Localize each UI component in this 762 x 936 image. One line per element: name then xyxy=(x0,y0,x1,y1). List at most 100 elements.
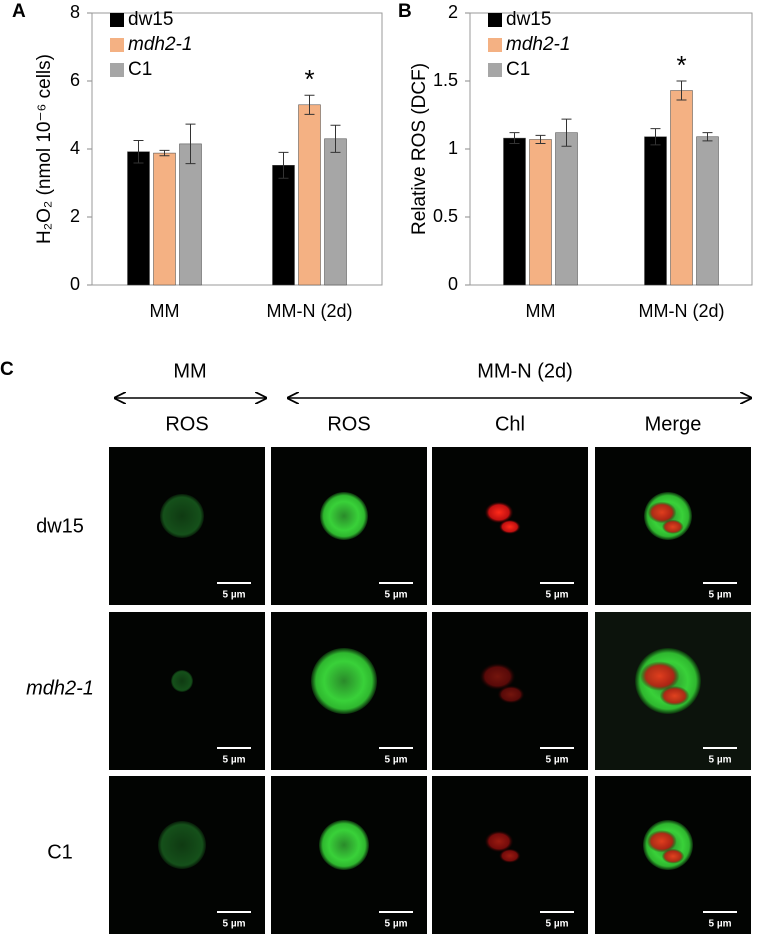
error-bar-line xyxy=(133,140,144,164)
error-bar xyxy=(650,128,661,146)
error-bar-line xyxy=(561,118,572,147)
x-tick-label: MM-N (2d) xyxy=(267,301,353,321)
error-bar xyxy=(330,124,341,153)
legend-swatch xyxy=(110,13,124,27)
scale-bar-label: 5 µm xyxy=(223,590,246,601)
cell xyxy=(171,670,193,692)
micrograph: 5 µm xyxy=(109,776,265,934)
micrograph: 5 µm xyxy=(271,776,427,934)
legend-swatch xyxy=(110,63,124,77)
bar xyxy=(127,151,150,286)
micrograph: 5 µm xyxy=(432,776,588,934)
error-bar xyxy=(278,151,289,179)
scale-bar-label: 5 µm xyxy=(546,919,569,930)
error-bar-line xyxy=(702,132,713,142)
error-bar xyxy=(159,149,170,157)
error-bar xyxy=(535,134,546,145)
column-label: Chl xyxy=(495,413,525,435)
cell xyxy=(319,820,369,870)
error-bar xyxy=(509,132,520,145)
chloroplast xyxy=(499,848,521,863)
scale-bar-label: 5 µm xyxy=(546,590,569,601)
column-label: ROS xyxy=(327,413,370,435)
y-tick-label: 1 xyxy=(448,138,458,158)
bar xyxy=(670,90,693,286)
cell xyxy=(160,494,204,538)
y-axis-label: Relative ROS (DCF) xyxy=(409,63,430,235)
column-label: Merge xyxy=(645,413,702,435)
cell xyxy=(311,648,377,714)
error-bar xyxy=(561,118,572,147)
scale-bar-label: 5 µm xyxy=(223,919,246,930)
bar xyxy=(153,152,176,286)
legend-label: C1 xyxy=(506,59,530,80)
error-bar xyxy=(304,94,315,115)
cell xyxy=(158,821,206,869)
error-bar-line xyxy=(185,123,196,165)
chloroplast xyxy=(662,519,684,534)
error-bar-line xyxy=(676,80,687,101)
condition-label: MM xyxy=(173,360,206,382)
chloroplast xyxy=(646,830,677,853)
x-tick-label: MM-N (2d) xyxy=(639,301,725,321)
error-bar-line xyxy=(159,149,170,157)
bar xyxy=(529,139,552,286)
cell xyxy=(320,492,368,540)
y-tick-label: 4 xyxy=(70,138,80,158)
error-bar-line xyxy=(304,94,315,115)
error-bar xyxy=(185,123,196,165)
scale-bar-label: 5 µm xyxy=(385,590,408,601)
error-bar-line xyxy=(650,128,661,146)
legend-swatch xyxy=(488,38,502,52)
y-tick-label: 8 xyxy=(70,2,80,22)
legend-swatch xyxy=(110,38,124,52)
error-bar xyxy=(702,132,713,142)
x-tick-label: MM xyxy=(526,301,556,321)
error-bar xyxy=(676,80,687,101)
row-label: C1 xyxy=(47,841,73,863)
micrograph: 5 µm xyxy=(432,612,588,770)
panel-label: A xyxy=(12,1,26,22)
micrograph: 5 µm xyxy=(432,447,588,605)
chloroplast xyxy=(499,519,521,534)
chloroplast xyxy=(647,501,677,524)
bar xyxy=(644,136,667,286)
x-tick-label: MM xyxy=(150,301,180,321)
scale-bar-label: 5 µm xyxy=(223,755,246,766)
panel-label: B xyxy=(398,1,412,22)
legend-label: mdh2-1 xyxy=(128,34,192,55)
scale-bar-label: 5 µm xyxy=(709,590,732,601)
micrograph: 5 µm xyxy=(109,612,265,770)
plot-frame xyxy=(469,12,753,286)
chloroplast xyxy=(497,685,525,704)
bar xyxy=(298,104,321,286)
error-bar-line xyxy=(330,124,341,153)
bar xyxy=(503,137,526,286)
y-tick-label: 0 xyxy=(448,274,458,294)
scale-bar-label: 5 µm xyxy=(385,755,408,766)
scale-bar-label: 5 µm xyxy=(385,919,408,930)
chloroplast xyxy=(479,663,516,690)
annotation: * xyxy=(676,50,686,80)
legend-label: dw15 xyxy=(506,9,551,30)
chloroplast xyxy=(484,830,514,853)
y-tick-label: 0.5 xyxy=(433,206,458,226)
bar xyxy=(555,132,578,286)
plot-frame xyxy=(91,12,383,286)
scale-bar-label: 5 µm xyxy=(546,755,569,766)
error-bar xyxy=(133,140,144,164)
error-bar-line xyxy=(278,151,289,179)
bar xyxy=(324,138,347,286)
chloroplast xyxy=(484,501,514,524)
condition-label: MM-N (2d) xyxy=(477,360,573,382)
legend-label: dw15 xyxy=(128,9,173,30)
chloroplast xyxy=(659,685,690,706)
micrograph: 5 µm xyxy=(595,776,751,934)
bar xyxy=(179,143,202,286)
row-label: dw15 xyxy=(36,515,84,537)
y-tick-label: 2 xyxy=(448,2,458,22)
scale-bar-label: 5 µm xyxy=(709,919,732,930)
legend-swatch xyxy=(488,63,502,77)
error-bar-line xyxy=(535,134,546,145)
